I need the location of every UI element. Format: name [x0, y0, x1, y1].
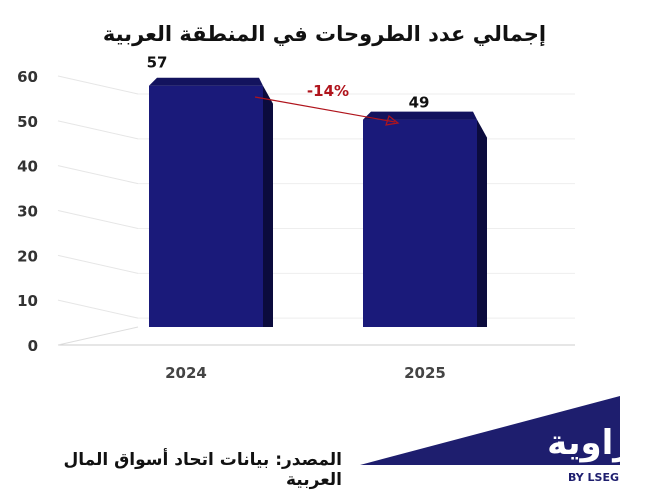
y-tick-label: 60: [17, 68, 38, 86]
x-tick-label: 2025: [404, 364, 446, 382]
logo-banner-shape: [360, 396, 620, 465]
bar: [149, 85, 263, 327]
left-wall-gridline: [57, 75, 139, 95]
floor-edge: [57, 326, 139, 346]
y-tick-label: 30: [17, 203, 38, 221]
bar-top: [149, 77, 263, 86]
logo-word: زاوية: [547, 423, 620, 463]
left-wall-gridline: [57, 299, 139, 319]
y-tick-label: 10: [17, 292, 38, 310]
y-tick-label: 40: [17, 158, 38, 176]
source-note: المصدر: بيانات اتحاد أسواق المال العربية: [63, 450, 342, 490]
left-wall-gridline: [57, 254, 139, 274]
change-arrow-head: [385, 115, 400, 126]
data-label: 49: [409, 94, 430, 112]
y-tick-label: 0: [28, 337, 38, 355]
data-label: 57: [147, 54, 168, 72]
bar-side: [263, 85, 273, 327]
zawya-logo: زاوية BY LSEG: [360, 396, 620, 484]
change-annotation: -14%: [307, 82, 349, 100]
bar-chart: 0 10 20 30 40 50 60 57 2024 49 2025 -14%: [17, 54, 575, 382]
y-tick-label: 50: [17, 113, 38, 131]
x-tick-label: 2024: [165, 364, 207, 382]
change-arrow: [254, 96, 396, 123]
bar-side: [477, 119, 487, 327]
chart-title: إجمالي عدد الطروحات في المنطقة العربية: [102, 22, 547, 46]
bar: [363, 119, 477, 327]
left-wall-gridline: [57, 165, 139, 185]
logo-tagline: BY LSEG: [568, 471, 619, 484]
y-tick-label: 20: [17, 247, 38, 265]
left-wall-gridline: [57, 210, 139, 229]
left-wall-gridline: [57, 120, 139, 140]
bar-top: [363, 111, 477, 120]
